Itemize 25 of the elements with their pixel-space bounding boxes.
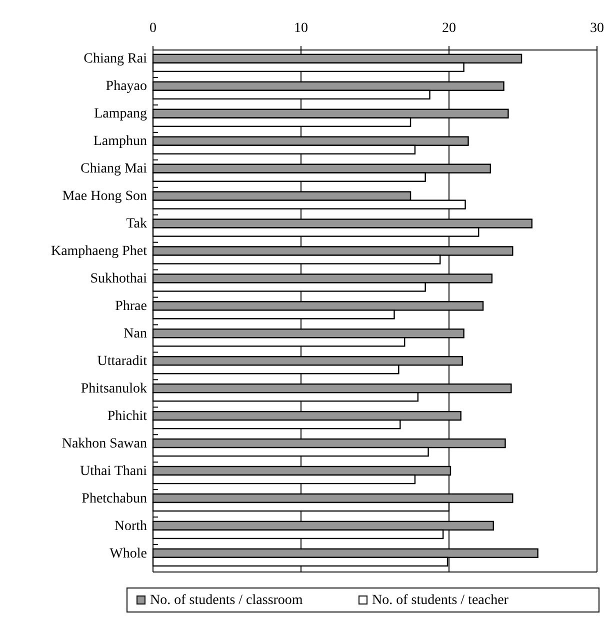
y-tick-label: Kamphaeng Phet — [50, 244, 148, 260]
legend-label: No. of students / teacher — [372, 593, 509, 608]
y-tick-label: Lamphun — [93, 134, 147, 150]
x-tick-label: 20 — [442, 21, 456, 36]
y-tick-label: Phetchabun — [82, 491, 147, 506]
y-tick-label: Chiang Mai — [80, 162, 148, 177]
y-tick-label: Mae Hong Son — [62, 189, 147, 204]
y-tick-label: Tak — [126, 216, 147, 232]
y-tick-label: Sukhothai — [90, 272, 148, 287]
y-tick-label: Whole — [110, 546, 147, 562]
y-tick-label: Lampang — [94, 106, 147, 122]
y-tick-label: Uthai Thani — [80, 464, 148, 479]
legend-label: No. of students / classroom — [150, 593, 303, 608]
x-tick-label: 0 — [150, 21, 156, 36]
y-tick-label: Phitsanulok — [80, 381, 147, 396]
x-tick-label: 10 — [294, 21, 308, 36]
y-tick-label: North — [114, 518, 147, 534]
x-tick-label: 30 — [590, 21, 604, 36]
y-tick-label: Phichit — [107, 408, 148, 424]
y-tick-label: Nan — [124, 326, 147, 342]
y-tick-label: Uttaradit — [97, 354, 148, 369]
y-tick-label: Nakhon Sawan — [62, 436, 147, 452]
y-tick-label: Chiang Rai — [84, 52, 148, 67]
y-tick-label: Phayao — [106, 79, 147, 94]
y-tick-label: Phrae — [115, 299, 147, 314]
